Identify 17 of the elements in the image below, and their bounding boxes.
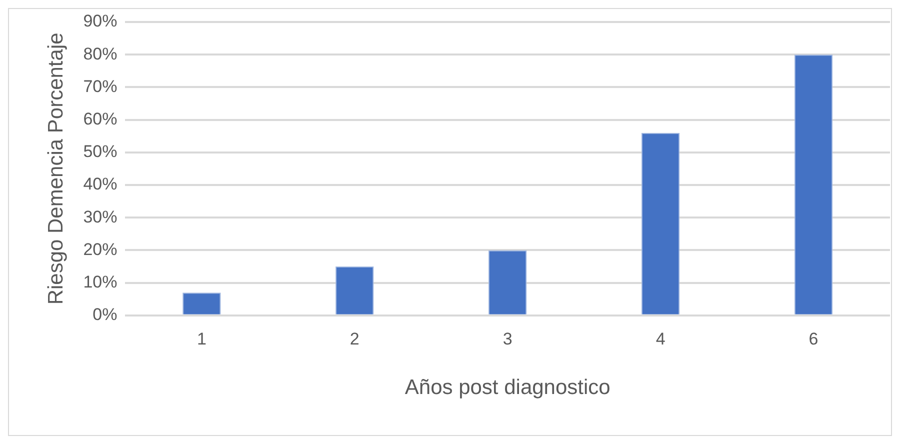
y-tick-label: 90% bbox=[83, 12, 118, 31]
x-axis-title: Años post diagnostico bbox=[404, 376, 610, 400]
y-tick-label: 40% bbox=[83, 174, 118, 194]
x-tick-label: 1 bbox=[196, 329, 206, 348]
y-tick-label: 60% bbox=[83, 109, 118, 128]
y-tick-label: 50% bbox=[83, 142, 118, 162]
x-tick-label: 3 bbox=[502, 329, 512, 348]
x-tick-label: 2 bbox=[350, 329, 360, 348]
y-tick-label: 30% bbox=[83, 207, 118, 226]
y-tick-label: 70% bbox=[83, 76, 118, 96]
y-tick-label: 20% bbox=[83, 240, 118, 259]
x-tick-label: 6 bbox=[808, 329, 818, 348]
x-tick-label: 4 bbox=[656, 329, 666, 348]
y-axis-title: Riesgo Demencia Porcentaje bbox=[44, 32, 68, 305]
y-tick-label: 80% bbox=[83, 44, 118, 64]
y-tick-label: 0% bbox=[92, 305, 118, 324]
y-tick-label: 10% bbox=[83, 272, 118, 292]
